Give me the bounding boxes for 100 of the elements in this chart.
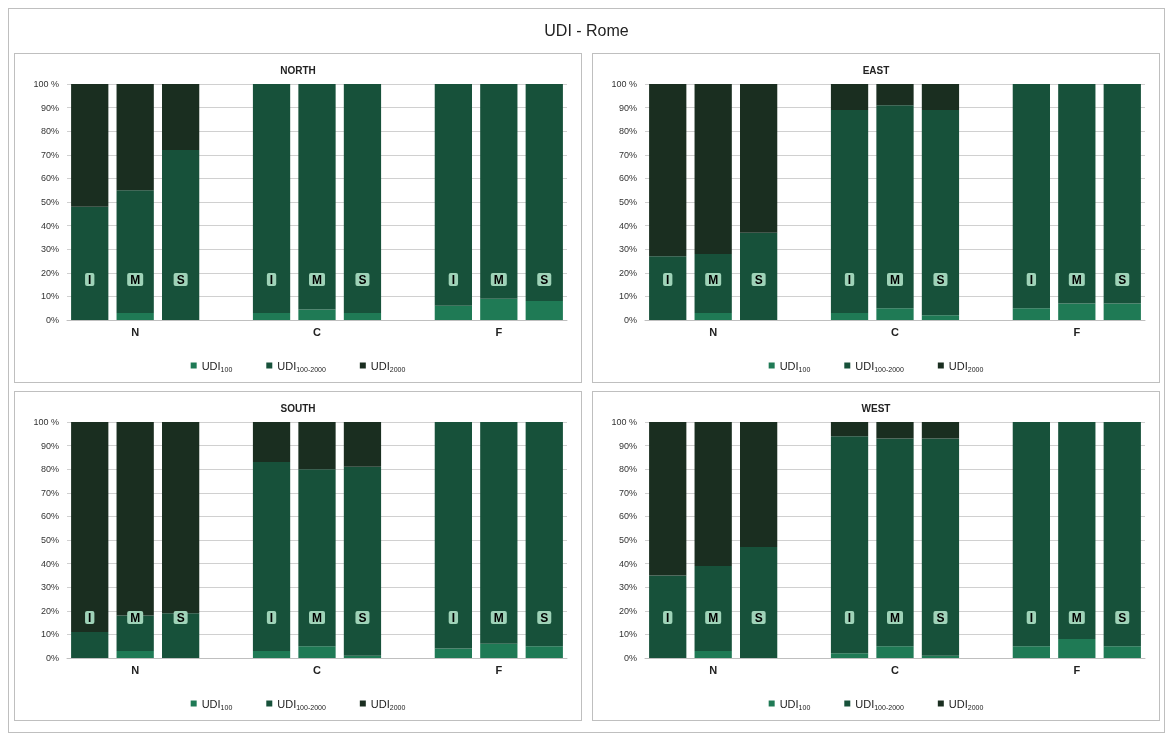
bar — [343, 466, 382, 656]
x-tick-label: S — [1118, 273, 1127, 287]
y-tick-label: 100 % — [611, 417, 637, 427]
x-tick-label: S — [176, 273, 185, 287]
chart-subtitle: EAST — [862, 64, 890, 76]
chart-subtitle: SOUTH — [280, 402, 316, 414]
y-tick-label: 30% — [618, 582, 637, 593]
text: C — [313, 663, 322, 676]
x-tick-label: M — [493, 273, 504, 287]
y-tick-label: 90% — [40, 102, 59, 113]
bar — [343, 422, 382, 467]
bar — [343, 312, 382, 320]
bar — [71, 422, 109, 633]
bar — [298, 469, 336, 647]
y-tick-label: 80% — [40, 126, 59, 137]
bar — [876, 105, 914, 309]
x-tick-label: I — [451, 611, 456, 625]
y-tick-label: 50% — [40, 535, 59, 545]
x-tick-label: S — [1118, 611, 1127, 625]
x-tick-label: S — [358, 611, 367, 625]
x-tick-label: M — [312, 273, 322, 287]
bar — [921, 109, 960, 316]
text: F — [495, 325, 503, 338]
bar — [116, 312, 154, 320]
bar — [694, 84, 732, 254]
bar — [921, 315, 960, 320]
y-tick-label: 20% — [40, 605, 59, 616]
text: F — [1073, 663, 1081, 676]
bar — [525, 84, 563, 302]
bar — [71, 206, 109, 320]
x-tick-label: I — [269, 611, 274, 625]
x-tick-label: S — [936, 273, 945, 287]
chart-subtitle: WEST — [861, 402, 891, 414]
bar — [830, 84, 869, 110]
y-tick-label: 100 % — [33, 79, 59, 89]
x-tick-label: S — [540, 611, 549, 625]
text: C — [313, 325, 322, 338]
y-tick-label: 40% — [618, 220, 637, 231]
y-tick-label: 100 % — [611, 79, 637, 89]
y-tick-label: 70% — [618, 487, 637, 498]
y-tick-label: 80% — [40, 464, 59, 475]
y-tick-label: 10% — [40, 629, 59, 640]
bar — [830, 422, 869, 437]
y-tick-label: 90% — [618, 440, 637, 451]
bar — [649, 575, 687, 658]
bar — [830, 653, 869, 658]
x-tick-label: M — [708, 273, 719, 287]
bar — [1103, 303, 1141, 320]
y-tick-label: 0% — [45, 315, 59, 325]
y-tick-label: 60% — [618, 173, 637, 184]
x-tick-label: I — [88, 273, 92, 287]
y-tick-label: 60% — [40, 511, 59, 522]
x-tick-label: I — [1029, 611, 1034, 625]
bar — [694, 253, 732, 313]
bar — [876, 308, 914, 320]
bar — [694, 422, 732, 566]
bar — [116, 190, 154, 313]
bar — [1058, 303, 1096, 320]
x-tick-label: I — [88, 611, 92, 625]
bar — [434, 422, 472, 649]
bar — [116, 84, 154, 191]
bar — [740, 232, 778, 320]
y-tick-label: 50% — [618, 197, 637, 207]
bar — [525, 646, 563, 658]
bar — [921, 438, 960, 656]
x-tick-label: M — [130, 273, 141, 287]
bar — [71, 84, 109, 207]
bar — [480, 422, 518, 644]
bar — [830, 109, 869, 313]
bar — [525, 301, 563, 320]
bar — [694, 312, 732, 320]
x-tick-label: M — [130, 611, 141, 625]
x-tick-label: M — [1071, 273, 1082, 287]
bar — [921, 422, 960, 439]
bar — [252, 84, 291, 313]
bar — [1103, 84, 1141, 304]
bar — [649, 84, 687, 257]
bar — [298, 309, 336, 320]
x-tick-label: M — [890, 611, 900, 625]
bar — [298, 646, 336, 658]
bar — [71, 632, 109, 658]
bar — [1058, 84, 1096, 304]
y-tick-label: 30% — [618, 244, 637, 255]
bar — [1058, 422, 1096, 640]
y-tick-label: 20% — [618, 267, 637, 278]
x-tick-label: M — [890, 273, 900, 287]
x-tick-label: I — [269, 273, 274, 287]
chart-subtitle: NORTH — [280, 64, 316, 76]
bar — [1103, 422, 1141, 647]
y-tick-label: 10% — [40, 291, 59, 302]
bar — [162, 422, 200, 614]
text: F — [495, 663, 503, 676]
y-tick-label: 10% — [618, 629, 637, 640]
y-tick-label: 60% — [618, 511, 637, 522]
y-tick-label: 0% — [45, 653, 59, 663]
x-tick-label: I — [451, 273, 456, 287]
x-tick-label: I — [847, 273, 852, 287]
y-tick-label: 40% — [40, 558, 59, 569]
y-tick-label: 20% — [618, 605, 637, 616]
y-tick-label: 40% — [40, 220, 59, 231]
